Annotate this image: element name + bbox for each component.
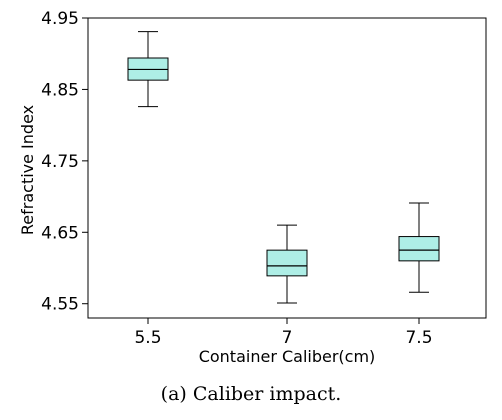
- figure-caption: (a) Caliber impact.: [0, 383, 502, 405]
- iqr-box: [398, 236, 440, 262]
- y-tick-label: 4.65: [41, 223, 79, 243]
- box-5.5: [127, 31, 169, 108]
- y-axis: 4.55 4.65 4.75 4.85 4.95: [41, 9, 88, 315]
- y-tick-label: 4.95: [41, 9, 79, 29]
- chart: 4.55 4.65 4.75 4.85 4.95 5.5 7 7.5 Refractive …: [18, 9, 487, 366]
- box-7.5: [398, 202, 440, 293]
- y-tick-label: 4.75: [41, 152, 79, 172]
- box-series: [127, 31, 440, 304]
- box-7: [266, 224, 308, 304]
- x-tick-label: 5.5: [134, 328, 161, 348]
- y-tick-label: 4.55: [41, 295, 79, 315]
- caption-text: Caliber impact.: [192, 383, 342, 405]
- caption-label: (a): [160, 383, 187, 405]
- x-tick-label: 7.5: [405, 328, 432, 348]
- y-tick-label: 4.85: [41, 80, 79, 100]
- x-axis-label: Container Caliber(cm): [199, 347, 376, 366]
- x-tick-label: 7: [282, 328, 293, 348]
- y-axis-label: Refractive Index: [18, 105, 37, 235]
- x-axis: 5.5 7 7.5: [134, 318, 433, 348]
- iqr-box: [266, 249, 308, 277]
